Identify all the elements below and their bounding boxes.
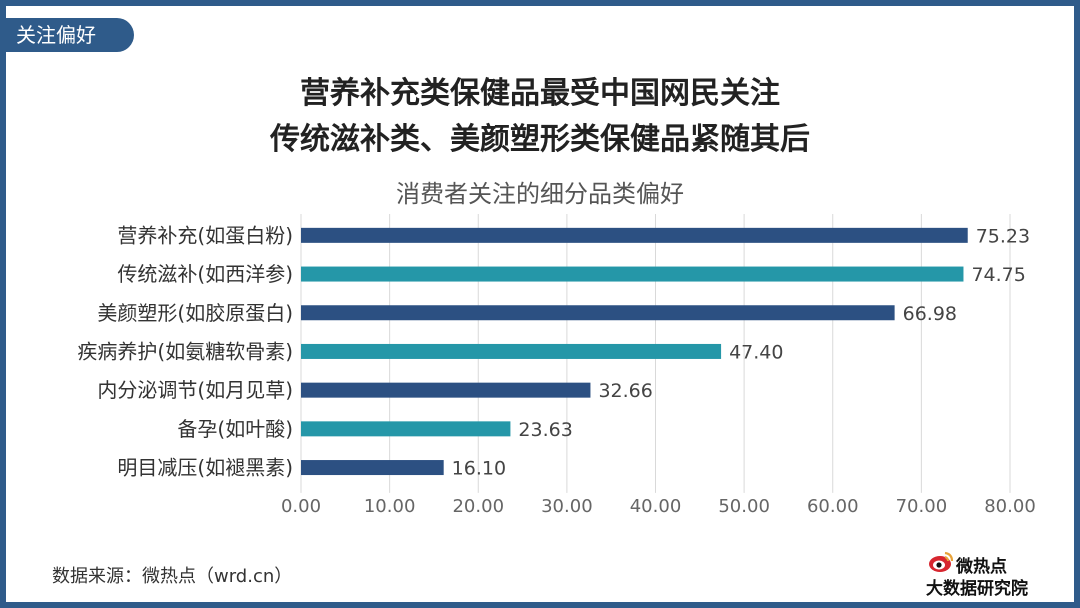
category-label: 美颜塑形(如胶原蛋白) bbox=[97, 301, 293, 325]
x-tick-label: 40.00 bbox=[630, 496, 682, 517]
brand-logo: 微热点 大数据研究院 bbox=[926, 550, 1056, 599]
x-tick-label: 60.00 bbox=[807, 496, 859, 517]
x-tick-label: 20.00 bbox=[452, 496, 504, 517]
chart-title: 消费者关注的细分品类偏好 bbox=[396, 180, 684, 208]
x-tick-label: 30.00 bbox=[541, 496, 593, 517]
x-tick-label: 70.00 bbox=[896, 496, 948, 517]
bar bbox=[301, 266, 964, 282]
value-label: 16.10 bbox=[452, 458, 506, 480]
x-tick-label: 80.00 bbox=[984, 496, 1036, 517]
bar bbox=[301, 382, 591, 398]
value-label: 75.23 bbox=[976, 225, 1030, 247]
headline-line-2: 传统滋补类、美颜塑形类保健品紧随其后 bbox=[270, 122, 810, 157]
logo-brand-text: 微热点 bbox=[956, 557, 1007, 577]
logo-institute-text: 大数据研究院 bbox=[926, 579, 1028, 599]
category-label: 内分泌调节(如月见草) bbox=[97, 378, 293, 402]
bar-chart: 0.00 10.00 20.00 30.00 40.00 50.00 60.00 70.00 8… bbox=[77, 214, 1036, 517]
value-label: 47.40 bbox=[729, 341, 783, 363]
category-label: 营养补充(如蛋白粉) bbox=[117, 223, 293, 247]
content-card: 关注偏好 营养补充类保健品最受中国网民关注 传统滋补类、美颜塑形类保健品紧随其后… bbox=[6, 6, 1074, 602]
category-label: 明目减压(如褪黑素) bbox=[117, 456, 293, 480]
source-note: 数据来源：微热点（wrd.cn） bbox=[52, 566, 293, 587]
category-label: 备孕(如叶酸) bbox=[177, 417, 293, 441]
x-tick-label: 50.00 bbox=[718, 496, 770, 517]
section-tag: 关注偏好 bbox=[6, 18, 134, 52]
value-label: 66.98 bbox=[903, 303, 957, 325]
bar bbox=[301, 460, 444, 476]
weibo-eye-icon bbox=[929, 551, 954, 572]
value-label: 23.63 bbox=[518, 419, 572, 441]
value-label: 32.66 bbox=[598, 380, 652, 402]
bar bbox=[301, 305, 895, 321]
x-tick-label: 0.00 bbox=[281, 496, 321, 517]
value-label: 74.75 bbox=[971, 264, 1025, 286]
x-tick-label: 10.00 bbox=[364, 496, 416, 517]
category-label: 传统滋补(如西洋参) bbox=[117, 262, 293, 286]
bar bbox=[301, 343, 722, 359]
bar bbox=[301, 421, 511, 437]
category-label: 疾病养护(如氨糖软骨素) bbox=[77, 339, 293, 363]
bar bbox=[301, 227, 968, 243]
headline-line-1: 营养补充类保健品最受中国网民关注 bbox=[300, 76, 780, 111]
